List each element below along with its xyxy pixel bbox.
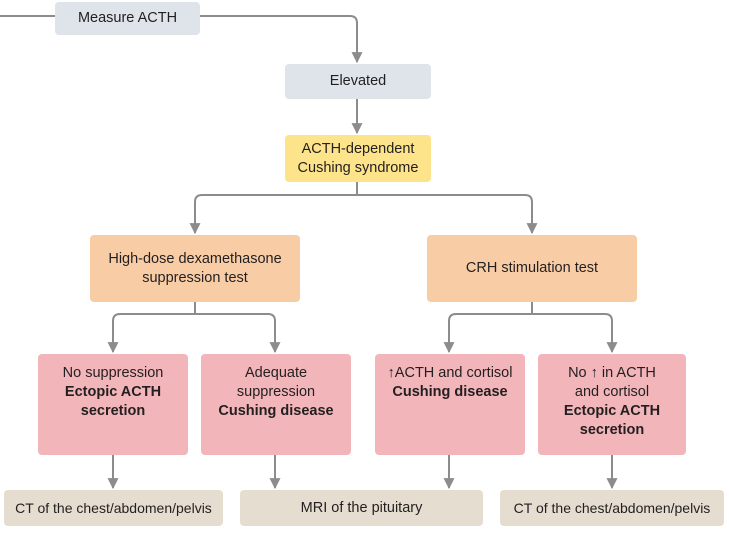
connector-to-crh: [524, 194, 538, 235]
node-ct-right: CT of the chest/abdomen/pelvis: [500, 490, 724, 526]
node-no-acth-increase-line2: and cortisol: [574, 384, 650, 400]
connector-hdd-split: [120, 302, 268, 315]
node-crh-test-label: CRH stimulation test: [465, 260, 599, 276]
node-ct-right-label: CT of the chest/abdomen/pelvis: [513, 499, 711, 516]
node-acth-increase: ↑ACTH and cortisol Cushing disease: [375, 354, 525, 455]
node-measure-acth: Measure ACTH: [55, 2, 200, 35]
node-mri-label: MRI of the pituitary: [300, 499, 423, 516]
node-no-suppression-line3: secretion: [80, 403, 146, 419]
connector-measure-elevated: [200, 15, 363, 64]
connector-to-no-acth-increase: [604, 313, 618, 354]
node-no-acth-increase-line1: No ↑ in ACTH: [568, 365, 656, 381]
node-acth-increase-line1: ↑ACTH and cortisol: [387, 365, 513, 381]
connector-to-acth-increase: [443, 313, 457, 354]
node-measure-acth-label: Measure ACTH: [77, 10, 178, 26]
node-acth-increase-line2: Cushing disease: [392, 384, 508, 400]
node-hdd-test-line2: suppression test: [142, 269, 248, 286]
node-no-suppression-line1: No suppression: [62, 365, 164, 381]
node-no-acth-increase-line3: Ectopic ACTH: [563, 403, 661, 419]
node-no-suppression: No suppression Ectopic ACTH secretion: [38, 354, 188, 455]
connector-to-hdd: [189, 194, 203, 235]
node-ct-left-label: CT of the chest/abdomen/pelvis: [15, 499, 212, 516]
connector-to-no-suppression: [107, 313, 121, 354]
node-no-suppression-line2: Ectopic ACTH: [64, 384, 162, 400]
node-elevated-label: Elevated: [329, 73, 387, 89]
connector-crh-split: [456, 302, 605, 315]
node-ct-left: CT of the chest/abdomen/pelvis: [4, 490, 223, 526]
node-elevated: Elevated: [285, 64, 431, 99]
connector-to-adequate: [267, 313, 281, 354]
node-hdd-test-line1: High-dose dexamethasone: [108, 250, 282, 267]
node-no-acth-increase-line4: secretion: [579, 422, 645, 438]
node-adequate-suppression: Adequate suppression Cushing disease: [201, 354, 351, 455]
node-adequate-suppression-line3: Cushing disease: [218, 403, 334, 419]
connector-dependent-split: [202, 182, 525, 196]
node-no-acth-increase: No ↑ in ACTH and cortisol Ectopic ACTH s…: [538, 354, 686, 455]
node-acth-dependent: ACTH-dependent Cushing syndrome: [285, 135, 431, 182]
node-adequate-suppression-line2: suppression: [236, 384, 316, 400]
node-mri: MRI of the pituitary: [240, 490, 483, 526]
node-hdd-test: High-dose dexamethasone suppression test: [90, 235, 300, 302]
node-acth-dependent-line2: Cushing syndrome: [297, 159, 419, 176]
node-acth-dependent-line1: ACTH-dependent: [301, 140, 415, 157]
node-adequate-suppression-line1: Adequate: [244, 365, 308, 381]
node-crh-test: CRH stimulation test: [427, 235, 637, 302]
